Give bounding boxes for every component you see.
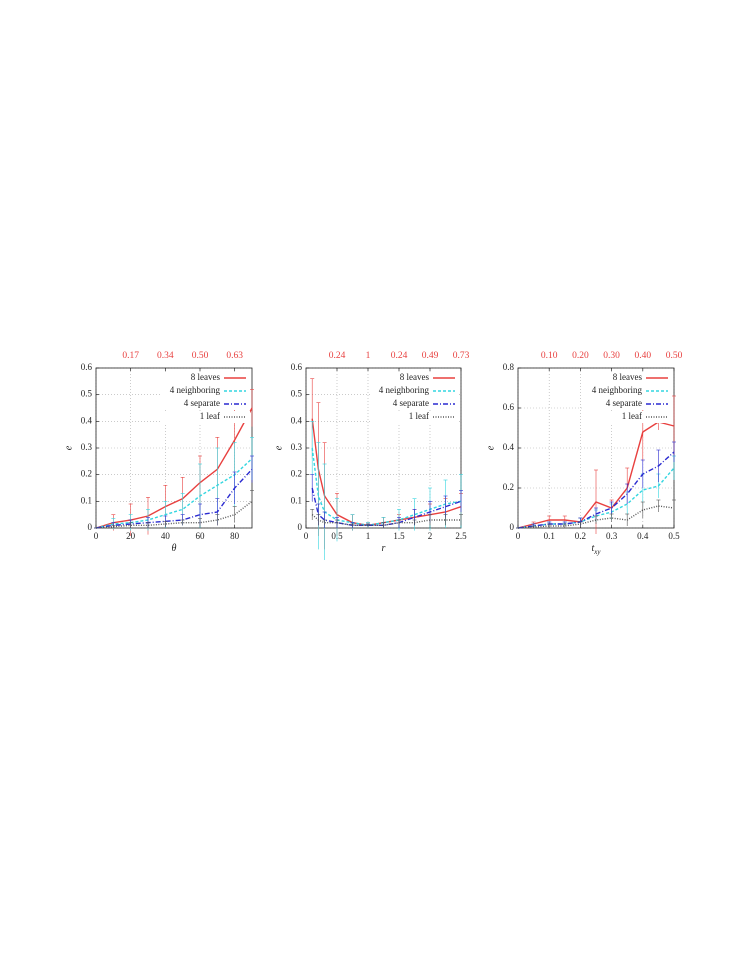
y-tick-label: 0.2 bbox=[503, 482, 514, 492]
legend-label: 8 leaves bbox=[400, 372, 430, 382]
legend-label: 4 separate bbox=[184, 398, 220, 408]
legend-bg bbox=[371, 398, 459, 410]
series-line bbox=[95, 407, 253, 529]
x-tick-label: 0.4 bbox=[637, 531, 649, 541]
x-tick-label: 80 bbox=[230, 531, 240, 541]
x-tick-label: 0.1 bbox=[544, 531, 555, 541]
x-axis-label-base: θ bbox=[172, 543, 177, 554]
x-axis-label: r bbox=[382, 543, 386, 554]
x-tick-label: 20 bbox=[126, 531, 136, 541]
chart: 0 0.2 0.4 0.6 0.8 0 0.1 0.2 0.3 0.4 0.5 0.10 0.20 0.3… bbox=[485, 351, 682, 555]
legend-bg bbox=[162, 411, 250, 423]
y-axis-label: e bbox=[63, 445, 74, 450]
y-tick-label: 0.5 bbox=[81, 389, 93, 399]
y-tick-label: 0.8 bbox=[503, 362, 515, 372]
legend-label: 1 leaf bbox=[409, 411, 429, 421]
top-tick-label: 0.63 bbox=[226, 351, 243, 361]
y-tick-label: 0.6 bbox=[291, 362, 303, 372]
y-tick-label: 0.2 bbox=[81, 469, 92, 479]
chart: 0 0.1 0.2 0.3 0.4 0.5 0.6 0 20 40 60 80 0.17 0.34 0.50… bbox=[63, 351, 254, 554]
top-tick-label: 0.40 bbox=[634, 351, 651, 361]
legend-label: 8 leaves bbox=[613, 372, 643, 382]
top-tick-label: 0.10 bbox=[541, 351, 558, 361]
series-line bbox=[517, 467, 675, 529]
top-tick-label: 0.17 bbox=[122, 351, 139, 361]
x-axis-label-base: r bbox=[382, 543, 386, 554]
legend-bg bbox=[371, 372, 459, 384]
y-axis-label: e bbox=[485, 445, 496, 450]
y-tick-label: 0.4 bbox=[81, 415, 93, 425]
series-line bbox=[95, 458, 253, 529]
y-tick-label: 0.4 bbox=[503, 442, 515, 452]
top-tick-label: 0.73 bbox=[453, 351, 470, 361]
legend-bg bbox=[162, 385, 250, 397]
top-tick-label: 0.49 bbox=[422, 351, 439, 361]
series-line bbox=[311, 514, 461, 527]
series-line bbox=[95, 500, 253, 529]
top-tick-label: 0.50 bbox=[666, 351, 683, 361]
chart: 00.10.20.30.40.50.60 0.5 1 1.5 2 2.50.24 1 0.24… bbox=[273, 351, 470, 560]
legend-label: 1 leaf bbox=[200, 411, 220, 421]
series-line bbox=[517, 451, 675, 529]
x-tick-label: 0 bbox=[304, 531, 309, 541]
y-tick-label: 0.3 bbox=[81, 442, 93, 452]
legend-label: 4 neighboring bbox=[592, 385, 643, 395]
top-tick-label: 0.30 bbox=[603, 351, 620, 361]
legend-bg bbox=[371, 385, 459, 397]
x-tick-label: 0 bbox=[516, 531, 521, 541]
legend-bg bbox=[584, 411, 672, 423]
x-tick-label: 40 bbox=[161, 531, 171, 541]
y-tick-label: 0 bbox=[88, 522, 93, 532]
y-tick-label: 0.1 bbox=[81, 495, 92, 505]
legend-label: 1 leaf bbox=[622, 411, 642, 421]
top-tick-label: 0.24 bbox=[329, 351, 346, 361]
x-tick-label: 0.2 bbox=[575, 531, 586, 541]
y-tick-label: 0 bbox=[298, 522, 303, 532]
y-tick-label: 0.1 bbox=[291, 495, 302, 505]
legend-label: 8 leaves bbox=[191, 372, 221, 382]
legend-label: 4 neighboring bbox=[379, 385, 430, 395]
top-tick-label: 0.50 bbox=[192, 351, 209, 361]
x-tick-label: 2.5 bbox=[455, 531, 467, 541]
top-tick-label: 1 bbox=[366, 351, 371, 361]
top-tick-label: 0.24 bbox=[391, 351, 408, 361]
x-axis-label-sub: xy bbox=[593, 548, 601, 556]
x-tick-label: 0 bbox=[94, 531, 99, 541]
y-tick-label: 0.2 bbox=[291, 469, 302, 479]
top-tick-label: 0.34 bbox=[157, 351, 174, 361]
y-axis-label: e bbox=[273, 445, 284, 450]
series-line bbox=[311, 487, 462, 527]
x-axis-label: θ bbox=[172, 543, 177, 554]
y-tick-label: 0 bbox=[510, 522, 515, 532]
x-tick-label: 1 bbox=[366, 531, 371, 541]
legend-bg bbox=[371, 411, 459, 423]
x-tick-label: 1.5 bbox=[393, 531, 405, 541]
y-tick-label: 0.5 bbox=[291, 389, 303, 399]
x-axis-label: txy bbox=[592, 543, 602, 555]
series-line bbox=[311, 447, 462, 527]
x-tick-label: 2 bbox=[428, 531, 433, 541]
legend-label: 4 neighboring bbox=[170, 385, 221, 395]
top-tick-label: 0.20 bbox=[572, 351, 589, 361]
legend-bg bbox=[162, 398, 250, 410]
legend-bg bbox=[162, 372, 250, 384]
legend-bg bbox=[584, 372, 672, 384]
legend-bg bbox=[584, 398, 672, 410]
y-tick-label: 0.6 bbox=[503, 402, 515, 412]
y-tick-label: 0.3 bbox=[291, 442, 303, 452]
series-line bbox=[311, 418, 462, 527]
x-axis-label-base: t bbox=[592, 543, 595, 554]
x-tick-label: 60 bbox=[196, 531, 206, 541]
series-line bbox=[517, 421, 675, 529]
x-tick-label: 0.3 bbox=[606, 531, 618, 541]
legend-label: 4 separate bbox=[393, 398, 429, 408]
y-tick-label: 0.4 bbox=[291, 415, 303, 425]
x-tick-label: 0.5 bbox=[668, 531, 680, 541]
series-line bbox=[95, 468, 253, 529]
y-tick-label: 0.6 bbox=[81, 362, 93, 372]
legend-bg bbox=[584, 385, 672, 397]
legend-label: 4 separate bbox=[606, 398, 642, 408]
